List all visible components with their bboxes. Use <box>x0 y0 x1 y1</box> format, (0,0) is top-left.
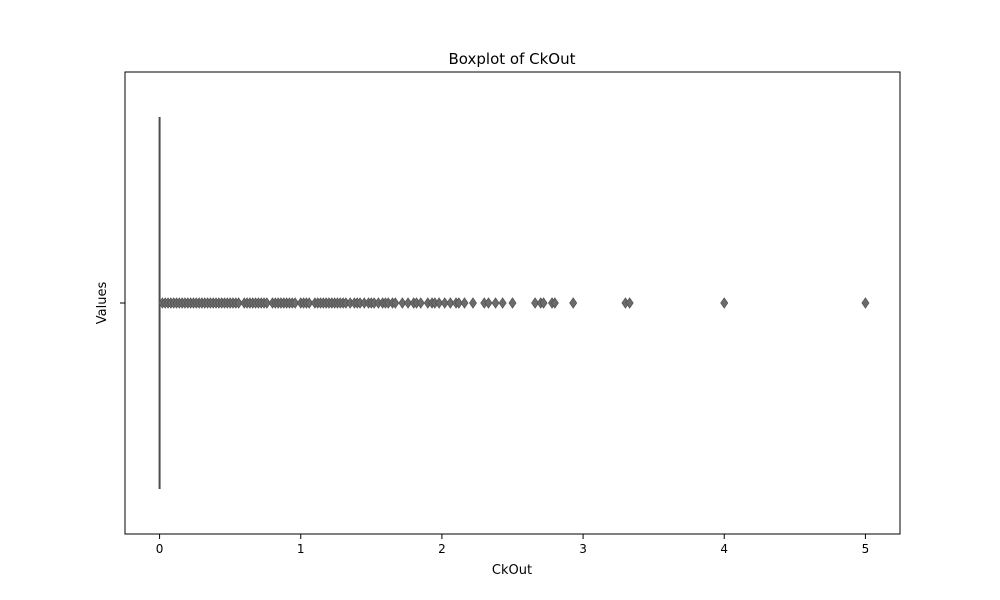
outlier-point <box>625 297 634 309</box>
outlier-point <box>234 297 243 309</box>
outlier-point <box>305 297 314 309</box>
outlier-point <box>391 297 400 309</box>
outlier-point <box>460 297 469 309</box>
plot-area <box>158 117 870 489</box>
outlier-point <box>508 297 517 309</box>
outlier-point <box>291 297 300 309</box>
outlier-point <box>484 297 493 309</box>
x-tick-label: 2 <box>438 542 446 556</box>
x-tick-label: 4 <box>720 542 728 556</box>
outlier-point <box>531 297 540 309</box>
outlier-point <box>720 297 729 309</box>
outlier-point <box>491 297 500 309</box>
x-tick-label: 1 <box>297 542 305 556</box>
x-tick-label: 3 <box>579 542 587 556</box>
outlier-point <box>262 297 271 309</box>
outlier-point <box>416 297 425 309</box>
outlier-point <box>550 297 559 309</box>
outlier-point <box>569 297 578 309</box>
y-axis-label: Values <box>95 282 110 325</box>
chart-title: Boxplot of CkOut <box>449 50 576 68</box>
x-tick-label: 0 <box>156 542 164 556</box>
outlier-point <box>469 297 477 309</box>
outlier-point <box>435 297 444 309</box>
outlier-point <box>446 297 455 309</box>
outlier-point <box>398 297 407 309</box>
outlier-point <box>440 297 449 309</box>
x-axis-label: CkOut <box>492 563 532 578</box>
outlier-point <box>454 297 463 309</box>
x-axis-ticks: 0 1 2 3 4 5 <box>156 534 869 556</box>
outlier-point <box>498 297 507 309</box>
outlier-point <box>404 297 413 309</box>
outlier-point <box>861 297 870 309</box>
x-tick-label: 5 <box>862 542 870 556</box>
outlier-point <box>539 297 548 309</box>
